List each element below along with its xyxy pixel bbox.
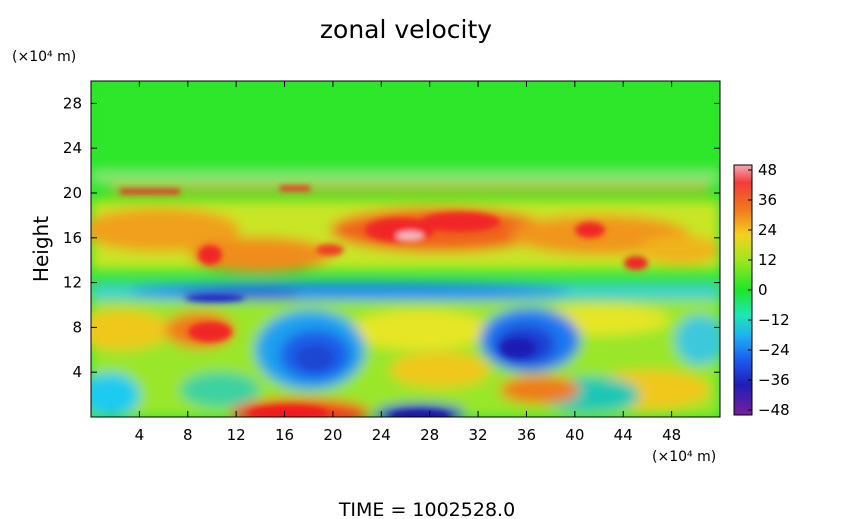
x-unit-label: (×10⁴ m)	[652, 449, 716, 465]
colorbar-tick-label: 36	[758, 191, 777, 209]
colorbar-tick-label: −24	[758, 341, 790, 359]
y-axis-label: Height	[29, 216, 53, 282]
x-tick-label: 48	[662, 426, 681, 444]
colorbar-tick-label: −12	[758, 311, 790, 329]
colorbar-tick-label: 0	[758, 281, 768, 299]
y-axis: 4 8 12 16 20 24 28	[63, 94, 720, 381]
colorbar-ticks: 48 36 24 12 0 −12 −24 −36 −48	[748, 161, 790, 419]
colorbar-tick-label: 12	[758, 251, 777, 269]
x-tick-label: 8	[183, 426, 193, 444]
colorbar-tick-label: −48	[758, 401, 790, 419]
colorbar-tick-label: 48	[758, 161, 777, 179]
x-tick-label: 44	[614, 426, 633, 444]
y-tick-label: 4	[72, 363, 82, 381]
x-tick-label: 16	[275, 426, 294, 444]
y-tick-label: 8	[72, 318, 82, 336]
y-tick-label: 20	[63, 184, 82, 202]
heatmap-field	[91, 81, 720, 417]
y-tick-label: 12	[63, 274, 82, 292]
colorbar-tick-label: −36	[758, 371, 790, 389]
chart-title: zonal velocity	[320, 15, 492, 44]
x-tick-label: 12	[227, 426, 246, 444]
y-tick-label: 16	[63, 229, 82, 247]
colorbar-tick-label: 24	[758, 221, 777, 239]
x-tick-label: 28	[420, 426, 439, 444]
time-footer: TIME = 1002528.0	[338, 499, 515, 519]
y-tick-label: 24	[63, 139, 82, 157]
x-tick-label: 32	[469, 426, 488, 444]
x-axis: 4 8 12 16 20 24 28 32 36 40 44 48	[135, 81, 681, 444]
x-tick-label: 20	[323, 426, 342, 444]
x-tick-label: 36	[517, 426, 536, 444]
y-tick-label: 28	[63, 94, 82, 112]
x-tick-label: 24	[372, 426, 391, 444]
x-tick-label: 4	[135, 426, 145, 444]
y-unit-label: (×10⁴ m)	[12, 49, 76, 65]
plot-frame	[90, 80, 721, 418]
x-tick-label: 40	[565, 426, 584, 444]
